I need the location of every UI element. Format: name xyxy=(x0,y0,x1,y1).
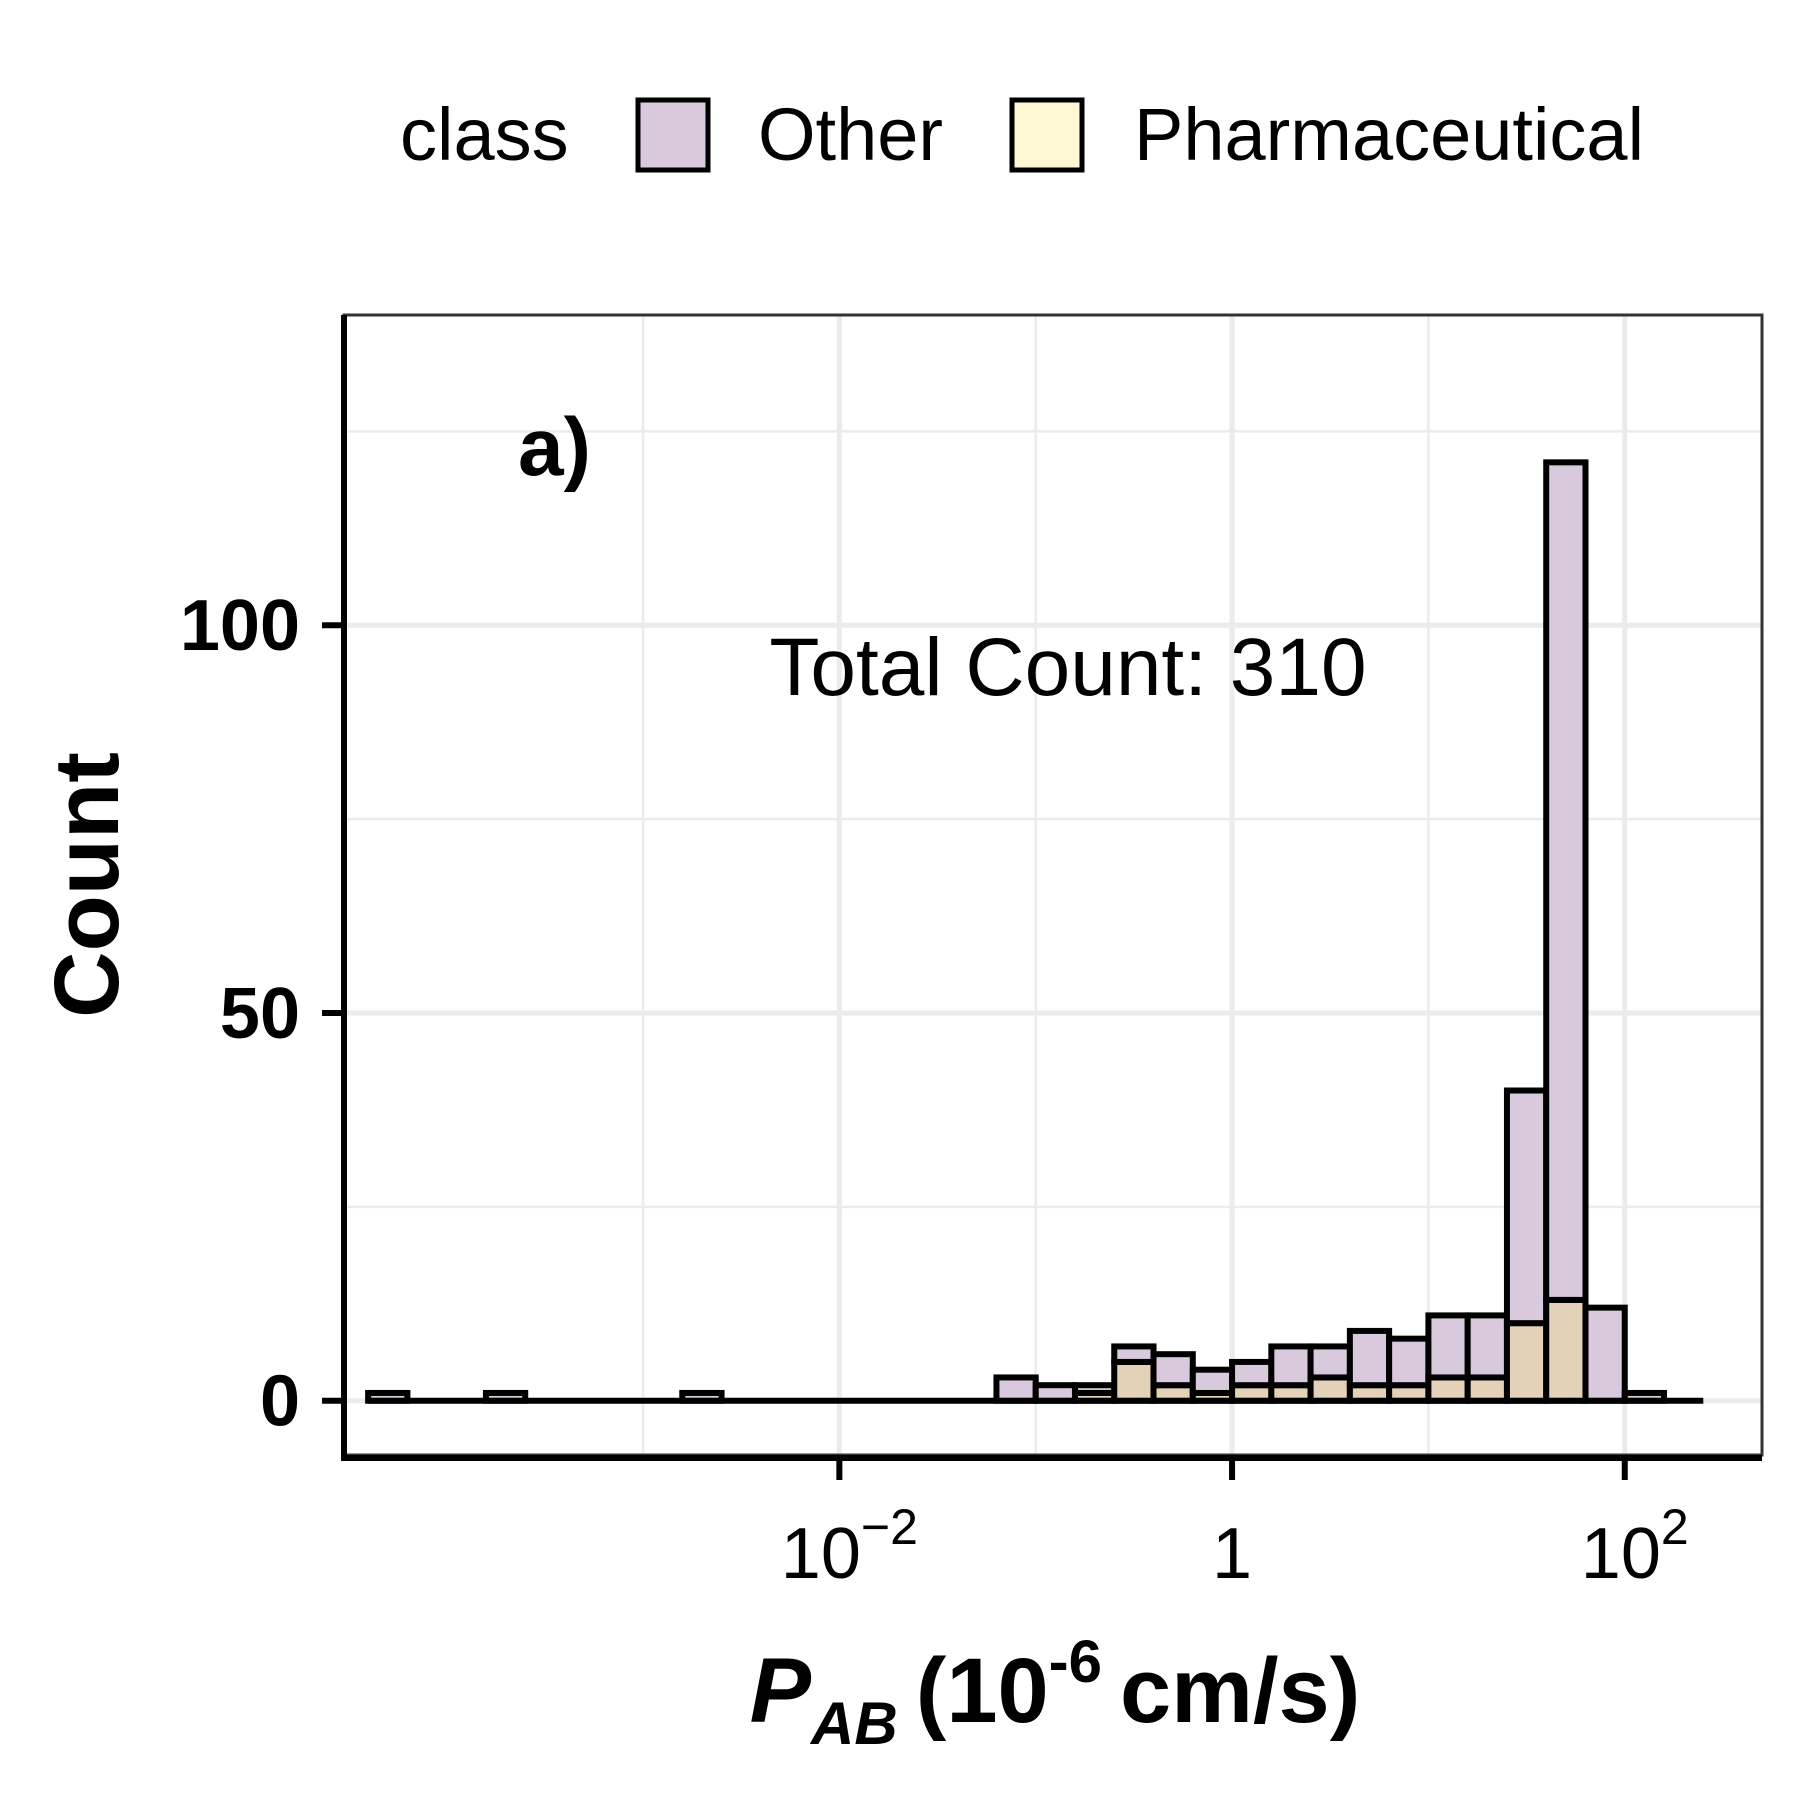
x-axis-title-symbol: P xyxy=(750,1640,812,1742)
bar-other xyxy=(365,1389,411,1404)
plot-panel: a) Total Count: 310 xyxy=(341,313,1764,1461)
y-tick-label: 100 xyxy=(180,586,300,666)
bar-other xyxy=(1150,1351,1196,1389)
legend-label-other: Other xyxy=(758,93,943,176)
y-axis-title: Count xyxy=(36,752,138,1018)
bar-other xyxy=(679,1389,725,1404)
bar-other xyxy=(1386,1335,1432,1389)
legend-swatch-pharmaceutical xyxy=(1009,97,1085,173)
total-count-annotation: Total Count: 310 xyxy=(769,622,1366,713)
bar-pharmaceutical xyxy=(1503,1320,1550,1404)
x-tick-label: 10−2 xyxy=(781,1499,918,1594)
bar-pharmaceutical xyxy=(1425,1374,1471,1404)
x-axis-title: PAB (10-6 cm/s) xyxy=(750,1628,1361,1757)
legend: class Other Pharmaceutical xyxy=(400,93,1644,176)
bar-other xyxy=(1032,1382,1078,1404)
x-axis-title-base: (10 xyxy=(916,1640,1049,1742)
bar-other xyxy=(1582,1304,1628,1404)
x-axis-title-superscript: -6 xyxy=(1049,1628,1102,1695)
bar-other xyxy=(1268,1343,1314,1389)
bar-other xyxy=(1229,1358,1275,1389)
panel-label: a) xyxy=(518,402,591,493)
x-axis-ticks: 10−2 1 102 xyxy=(781,1458,1689,1594)
y-tick-label: 0 xyxy=(260,1362,300,1442)
legend-swatch-other xyxy=(635,97,711,173)
x-axis-title-subscript: AB xyxy=(809,1690,898,1757)
bar-other xyxy=(1111,1343,1157,1365)
legend-label-pharmaceutical: Pharmaceutical xyxy=(1134,93,1644,176)
x-tick-label: 1 xyxy=(1212,1514,1252,1594)
bar-pharmaceutical xyxy=(1464,1374,1510,1404)
bar-other xyxy=(1464,1312,1510,1381)
bar-other xyxy=(1071,1382,1118,1396)
bar-pharmaceutical xyxy=(1111,1358,1157,1404)
x-axis-title-unit: cm/s) xyxy=(1120,1640,1360,1742)
y-tick-label: 50 xyxy=(220,974,300,1054)
bar-pharmaceutical xyxy=(1307,1374,1353,1404)
y-axis-ticks: 0 50 100 xyxy=(180,586,344,1442)
x-tick-label: 102 xyxy=(1581,1499,1689,1594)
bar-pharmaceutical xyxy=(1543,1296,1589,1404)
bar-other xyxy=(1425,1312,1471,1381)
bars xyxy=(365,459,1704,1404)
bar-other xyxy=(993,1374,1039,1404)
legend-title: class xyxy=(400,93,569,176)
bar-other xyxy=(1621,1389,1668,1404)
grid-lines xyxy=(344,315,1762,1455)
bar-other xyxy=(1503,1087,1550,1327)
bar-other xyxy=(1543,459,1589,1303)
bar-other xyxy=(1189,1366,1236,1396)
bar-other xyxy=(1307,1343,1353,1381)
bar-other xyxy=(1346,1327,1393,1389)
bar-other xyxy=(482,1389,529,1404)
